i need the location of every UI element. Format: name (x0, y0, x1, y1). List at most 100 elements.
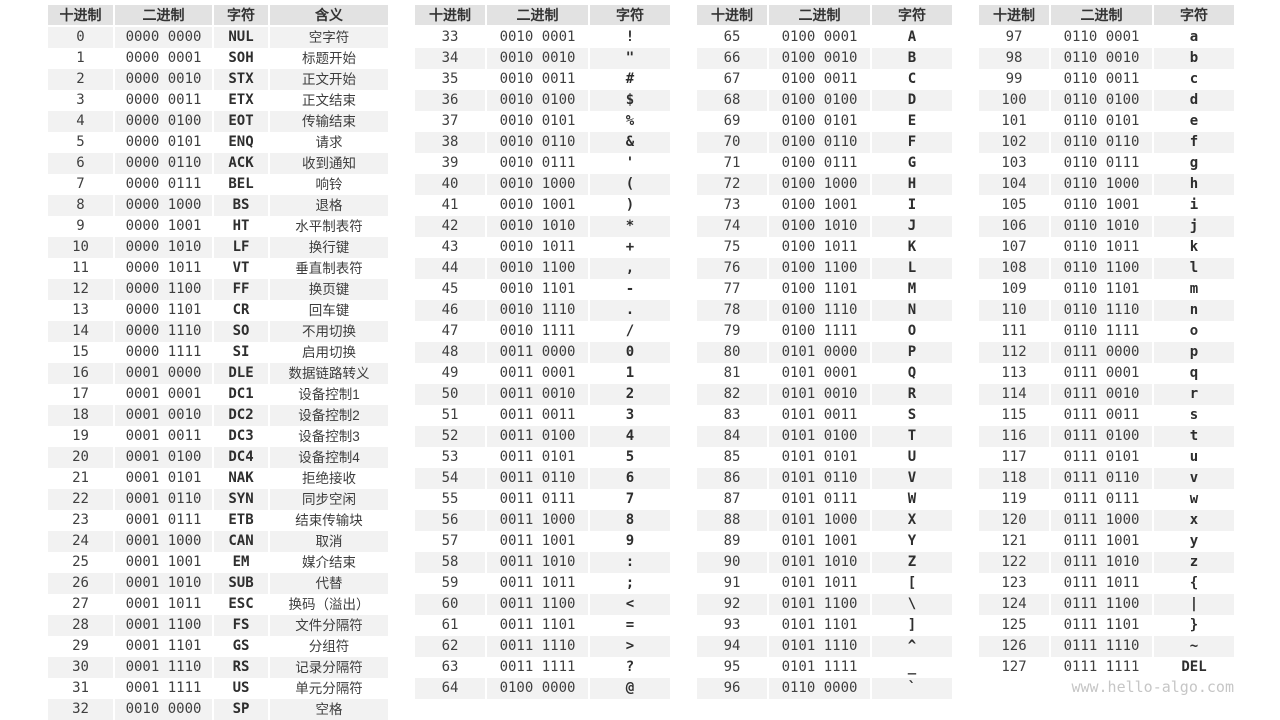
cell-binary: 0001 1100 (113, 615, 212, 636)
cell-char: b (1152, 48, 1234, 69)
table-row: 25 0001 1001 EM 媒介结束 (48, 552, 388, 573)
cell-meaning: 响铃 (268, 174, 388, 195)
table-row: 34 0010 0010 " (415, 48, 670, 69)
table-row: 36 0010 0100 $ (415, 90, 670, 111)
cell-meaning: 启用切换 (268, 342, 388, 363)
cell-decimal: 34 (415, 48, 485, 69)
cell-binary: 0011 0101 (485, 447, 588, 468)
cell-decimal: 33 (415, 27, 485, 48)
cell-char: k (1152, 237, 1234, 258)
cell-binary: 0011 1100 (485, 594, 588, 615)
table-row: 93 0101 1101] (697, 615, 952, 636)
cell-char: BS (212, 195, 268, 216)
cell-decimal: 51 (415, 405, 485, 426)
cell-binary: 0111 1111 (1049, 657, 1152, 678)
cell-binary: 0011 1110 (485, 636, 588, 657)
cell-char: f (1152, 132, 1234, 153)
table-row: 45 0010 1101- (415, 279, 670, 300)
cell-decimal: 25 (48, 552, 113, 573)
table-row: 61 0011 1101 = (415, 615, 670, 636)
cell-binary: 0101 1101 (767, 615, 870, 636)
cell-binary: 0010 0101 (485, 111, 588, 132)
cell-decimal: 92 (697, 594, 767, 615)
cell-char: DC2 (212, 405, 268, 426)
column-header-decimal: 十进制 (415, 5, 485, 27)
cell-char: 8 (588, 510, 670, 531)
cell-char: " (588, 48, 670, 69)
table-row: 70 0100 0110 F (697, 132, 952, 153)
table-row: 115 0111 0011 s (979, 405, 1234, 426)
table-row: 81 0101 0001 Q (697, 363, 952, 384)
cell-binary: 0111 1100 (1049, 594, 1152, 615)
cell-binary: 0100 0111 (767, 153, 870, 174)
cell-decimal: 89 (697, 531, 767, 552)
table-row: 119 0111 0111 w (979, 489, 1234, 510)
cell-char: F (870, 132, 952, 153)
cell-char: l (1152, 258, 1234, 279)
cell-meaning: 记录分隔符 (268, 657, 388, 678)
cell-char: DC3 (212, 426, 268, 447)
cell-decimal: 30 (48, 657, 113, 678)
cell-decimal: 2 (48, 69, 113, 90)
cell-meaning: 空格 (268, 699, 388, 720)
cell-binary: 0010 1001 (485, 195, 588, 216)
cell-binary: 0111 1010 (1049, 552, 1152, 573)
cell-binary: 0100 1110 (767, 300, 870, 321)
table-row: 76 0100 1100 L (697, 258, 952, 279)
cell-binary: 0111 0110 (1049, 468, 1152, 489)
cell-binary: 0110 0101 (1049, 111, 1152, 132)
cell-binary: 0000 1110 (113, 321, 212, 342)
cell-char: p (1152, 342, 1234, 363)
cell-decimal: 50 (415, 384, 485, 405)
cell-decimal: 91 (697, 573, 767, 594)
cell-binary: 0110 1001 (1049, 195, 1152, 216)
table-row: 84 0101 0100 T (697, 426, 952, 447)
cell-char: ^ (870, 636, 952, 657)
cell-binary: 0111 0000 (1049, 342, 1152, 363)
table-row: 74 0100 1010 J (697, 216, 952, 237)
cell-char: GS (212, 636, 268, 657)
table-row: 88 0101 1000 X (697, 510, 952, 531)
cell-decimal: 35 (415, 69, 485, 90)
column-header-char: 字符 (870, 5, 952, 27)
cell-binary: 0111 0001 (1049, 363, 1152, 384)
cell-char: n (1152, 300, 1234, 321)
cell-meaning: 拒绝接收 (268, 468, 388, 489)
table-row: 29 0001 1101 GS 分组符 (48, 636, 388, 657)
cell-char: C (870, 69, 952, 90)
cell-binary: 0011 1111 (485, 657, 588, 678)
table-row: 120 0111 1000 x (979, 510, 1234, 531)
table-row: 98 0110 0010 b (979, 48, 1234, 69)
cell-char: z (1152, 552, 1234, 573)
cell-binary: 0010 1111 (485, 321, 588, 342)
cell-char: w (1152, 489, 1234, 510)
cell-char: DEL (1152, 657, 1234, 678)
cell-decimal: 4 (48, 111, 113, 132)
cell-char: G (870, 153, 952, 174)
cell-char: + (588, 237, 670, 258)
table-row: 97 0110 0001 a (979, 27, 1234, 48)
cell-char: ( (588, 174, 670, 195)
cell-binary: 0111 0101 (1049, 447, 1152, 468)
cell-meaning: 换行键 (268, 237, 388, 258)
cell-binary: 0001 0110 (113, 489, 212, 510)
cell-meaning: 设备控制2 (268, 405, 388, 426)
cell-meaning: 空字符 (268, 27, 388, 48)
cell-char: U (870, 447, 952, 468)
table-row: 94 0101 1110 ^ (697, 636, 952, 657)
cell-binary: 0110 1011 (1049, 237, 1152, 258)
cell-binary: 0110 0100 (1049, 90, 1152, 111)
cell-decimal: 82 (697, 384, 767, 405)
cell-decimal: 64 (415, 678, 485, 699)
column-header-binary: 二进制 (767, 5, 870, 27)
cell-binary: 0011 0111 (485, 489, 588, 510)
cell-meaning: 正文结束 (268, 90, 388, 111)
ascii-table-chars-33-64: 十进制 二进制 字符 33 0010 0001! 34 0010 0010 " 35 0010 0… (415, 5, 670, 699)
table-row: 111 0110 1111 o (979, 321, 1234, 342)
cell-char: ~ (1152, 636, 1234, 657)
cell-decimal: 107 (979, 237, 1049, 258)
cell-binary: 0010 1011 (485, 237, 588, 258)
cell-decimal: 124 (979, 594, 1049, 615)
cell-meaning: 设备控制4 (268, 447, 388, 468)
cell-binary: 0110 1111 (1049, 321, 1152, 342)
